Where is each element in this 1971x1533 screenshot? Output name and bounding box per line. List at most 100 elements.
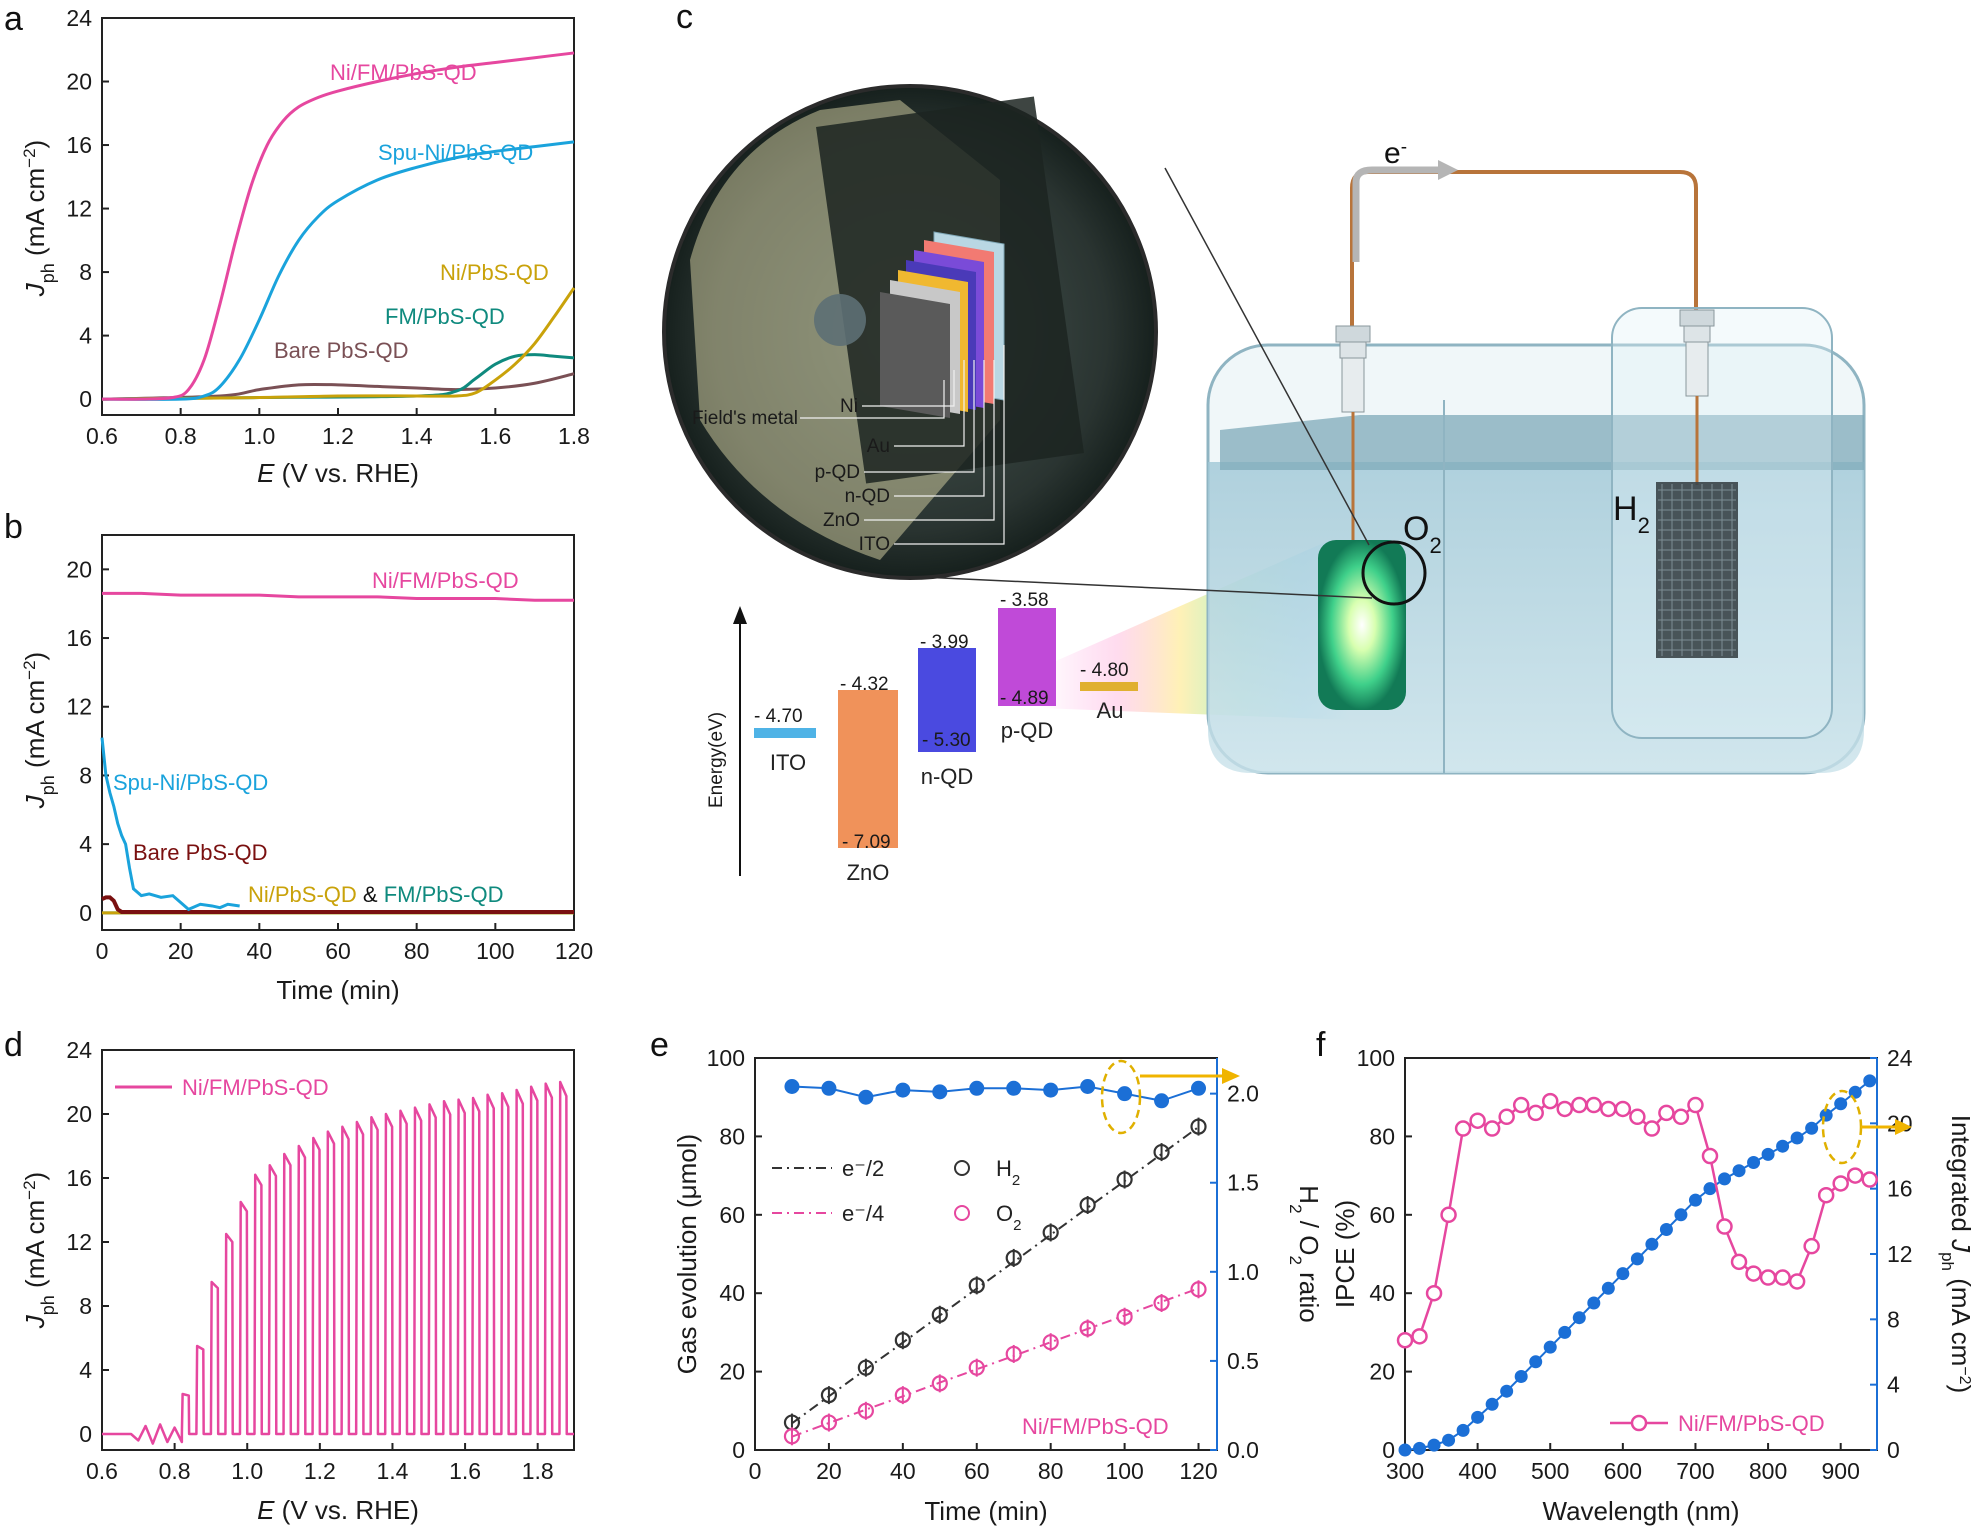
integrated-jph-point (1601, 1281, 1615, 1295)
integrated-jph-point (1747, 1156, 1761, 1170)
band-zno-name: ZnO (847, 860, 890, 885)
cap-right (1679, 309, 1715, 397)
y-tick-label: 24 (66, 5, 92, 31)
chart-e-highlight-ellipse (1100, 1059, 1142, 1135)
ipce-point (1701, 1147, 1719, 1165)
ipce-point (1774, 1269, 1791, 1286)
chart-a-ylabel: Jph (mA cm−2) (20, 140, 59, 297)
layer-label-nqd: n-QD (845, 486, 890, 507)
ipce-point (1614, 1100, 1632, 1118)
x-tick-label: 40 (890, 1458, 916, 1484)
y-tick-label: 20 (1369, 1359, 1395, 1385)
band-au (1080, 682, 1138, 691)
o2-label: O2 (1403, 510, 1442, 558)
ipce-point (1788, 1273, 1806, 1290)
layer-stack (880, 231, 1005, 418)
chart-e-xlabel: Time (min) (924, 1496, 1047, 1526)
band-ito (754, 728, 816, 738)
x-tick-label: 400 (1458, 1458, 1496, 1484)
integrated-jph-point (1616, 1267, 1630, 1281)
band-pqd-name: p-QD (1001, 718, 1054, 743)
photoanode (1318, 540, 1406, 710)
cap-left (1335, 325, 1371, 413)
ratio-point (969, 1080, 985, 1096)
band-ito-name: ITO (770, 750, 806, 775)
y2-tick-label: 0 (1887, 1437, 1900, 1463)
ratio-point (1154, 1093, 1170, 1109)
integrated-jph-point (1398, 1443, 1412, 1457)
electron-flow-arrow (1352, 166, 1438, 262)
chopped-current-line (102, 1080, 574, 1445)
x-tick-label: 20 (816, 1458, 842, 1484)
layer-label-ni: Ni (840, 396, 858, 417)
band-nqd-top: - 3.99 (920, 632, 969, 653)
x-tick-label: 0.6 (86, 423, 118, 449)
x-tick-label: 20 (168, 938, 194, 964)
chart-e-marks (783, 1079, 1207, 1446)
x-tick-label: 60 (325, 938, 351, 964)
data-point-h2 (968, 1277, 985, 1294)
chart-e-legend-o2: O2 (996, 1201, 1021, 1234)
chart-d-xlabel: E (V vs. RHE) (257, 1495, 419, 1525)
band-au-name: Au (1097, 698, 1124, 723)
y2-tick-label: 2.0 (1227, 1081, 1259, 1107)
chart-f-y2label: Integrated Jph (mA cm−2) (1939, 1115, 1971, 1394)
ipce-point (1759, 1269, 1777, 1286)
chart-b-ticks: 0 20 40 60 80 100 120 0 4 8 12 16 20 (66, 556, 593, 964)
data-point-o2 (1079, 1320, 1096, 1337)
integrated-jph-point (1543, 1340, 1557, 1354)
y2-tick-label: 12 (1887, 1241, 1913, 1267)
band-zno-bottom: - 7.09 (842, 832, 891, 853)
x-tick-label: 80 (1038, 1458, 1064, 1484)
ipce-point (1585, 1096, 1603, 1114)
chart-a-xlabel: E (V vs. RHE) (257, 458, 419, 488)
ratio-point (932, 1084, 948, 1100)
x-tick-label: 1.0 (231, 1458, 263, 1484)
ipce-point (1803, 1237, 1820, 1255)
band-pqd-top: - 3.58 (1000, 590, 1049, 611)
chart-a-label-spu-ni: Spu-Ni/PbS-QD (378, 140, 533, 165)
ipce-point (1440, 1206, 1457, 1224)
y2-tick-label: 1.0 (1227, 1259, 1259, 1285)
chart-e-ylabel: Gas evolution (μmol) (672, 1134, 702, 1374)
y-tick-label: 12 (66, 694, 92, 720)
y-tick-label: 12 (66, 1229, 92, 1255)
external-wire (1350, 170, 1698, 330)
x-tick-label: 120 (1179, 1458, 1217, 1484)
cathode-mesh (1656, 482, 1738, 658)
data-point-o2 (857, 1402, 874, 1419)
series-line-pink (102, 591, 574, 602)
chart-d-lines (102, 1080, 574, 1445)
ipce-point (1658, 1104, 1675, 1122)
water-surface (1220, 415, 1864, 470)
chart-d: 0.6 0.8 1.0 1.2 1.4 1.6 1.8 0 4 8 12 16 20 24 Ni/FM/P… (20, 1037, 575, 1525)
chart-d-ticks: 0.6 0.8 1.0 1.2 1.4 1.6 1.8 0 4 8 12 16 20 24 (66, 1037, 553, 1484)
x-tick-label: 600 (1604, 1458, 1642, 1484)
ipce-point (1454, 1120, 1472, 1137)
zoom-line-top (1164, 167, 1370, 546)
ratio-point (1006, 1080, 1022, 1096)
y-tick-label: 4 (79, 831, 92, 857)
chart-a-label-ni-pbs: Ni/PbS-QD (440, 260, 549, 285)
data-point-h2 (820, 1387, 838, 1404)
ipce-point (1512, 1096, 1530, 1114)
ipce-point (1687, 1096, 1704, 1114)
x-tick-label: 100 (1105, 1458, 1143, 1484)
y-tick-label: 8 (79, 762, 92, 788)
data-point-h2 (1079, 1196, 1096, 1214)
x-tick-label: 1.6 (479, 423, 511, 449)
chart-a-label-bare: Bare PbS-QD (274, 338, 409, 363)
chart-e-y2label: H2 / O2 ratio (1287, 1185, 1325, 1322)
x-tick-label: 80 (404, 938, 430, 964)
integrated-jph-point (1790, 1131, 1804, 1145)
y-tick-label: 100 (707, 1045, 745, 1071)
data-point-o2 (931, 1375, 948, 1392)
integrated-jph-point (1761, 1147, 1775, 1161)
series-line-cyan (100, 737, 240, 912)
chart-a-label-fm-pbs: FM/PbS-QD (385, 304, 505, 329)
ratio-point (1043, 1082, 1059, 1098)
data-point-h2 (1116, 1171, 1133, 1188)
integrated-jph-point (1471, 1410, 1485, 1424)
y-tick-label: 20 (719, 1359, 745, 1385)
integrated-jph-point (1630, 1252, 1644, 1266)
